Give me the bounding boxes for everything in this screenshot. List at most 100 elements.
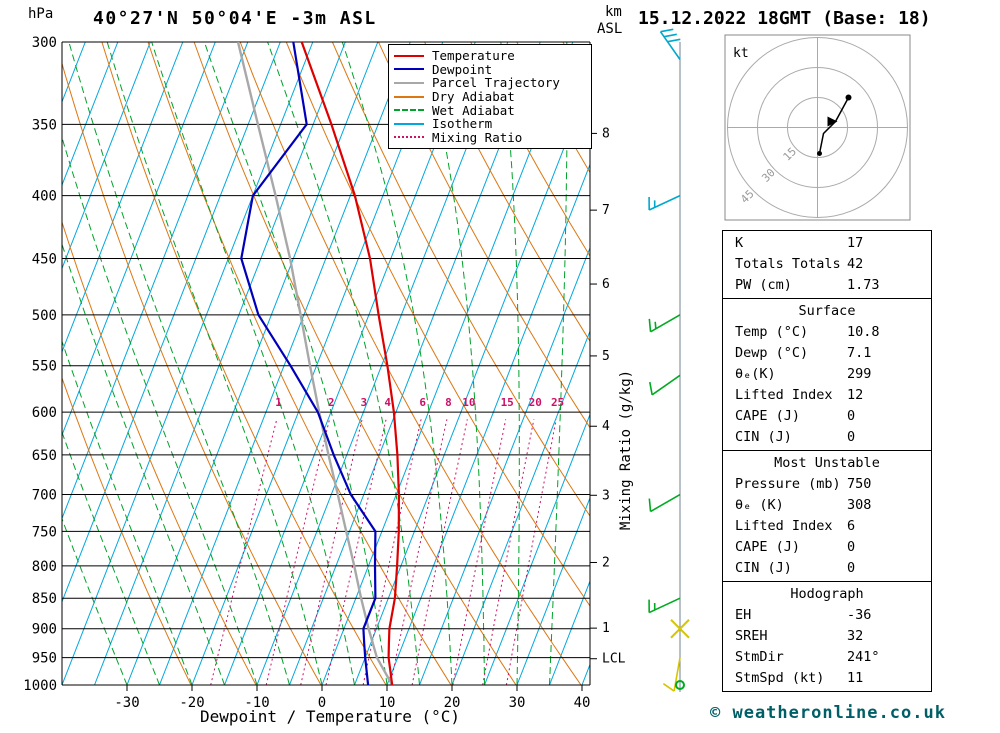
table-row: Totals Totals 42 [723,254,931,275]
legend-item: Temperature [394,48,586,64]
table-row-label: K [735,235,744,251]
table-row: CAPE (J) 0 [723,406,931,427]
svg-text:6: 6 [602,277,610,292]
table-row-label: EH [735,607,752,623]
table-row-label: Pressure (mb) [735,476,841,492]
legend-label: Wet Adiabat [432,102,515,118]
svg-text:4: 4 [602,419,610,434]
legend-label: Temperature [432,48,515,64]
pressure-unit-label: hPa [28,6,54,22]
table-row-value: -36 [847,607,872,623]
table-section-header: Hodograph [790,586,864,602]
svg-text:15: 15 [501,396,514,409]
svg-text:1000: 1000 [23,678,57,694]
svg-text:800: 800 [32,559,57,575]
svg-text:10: 10 [462,396,475,409]
pressure-gridlines: 300 350 400 450 500 550 600 650 700 750 800 850 900 9… [23,35,591,694]
legend-label: Dry Adiabat [432,89,515,105]
table-row-label: StmSpd (kt) [735,670,825,686]
svg-text:-10: -10 [244,695,269,711]
run-title: 15.12.2022 18GMT (Base: 18) [638,8,931,29]
table-row: Pressure (mb) 750 [723,474,931,495]
svg-text:600: 600 [32,405,57,421]
svg-text:-30: -30 [114,695,139,711]
svg-text:0: 0 [318,695,326,711]
table-row-label: CAPE (J) [735,408,801,424]
station-title: 40°27'N 50°04'E -3m ASL [93,8,377,29]
table-row-value: 7.1 [847,345,872,361]
table-row: SREH 32 [723,626,931,647]
svg-text:500: 500 [32,308,57,324]
table-row-value: 0 [847,539,856,555]
table-row: Dewp (°C) 7.1 [723,343,931,364]
table-row-label: θₑ (K) [735,497,784,513]
table-section: K 17 Totals Totals 42 PW (cm) 1.73 [722,230,932,299]
table-row-value: 0 [847,560,856,576]
svg-text:350: 350 [32,117,57,133]
table-row-label: Totals Totals [735,256,841,272]
svg-text:kt: kt [733,46,749,61]
svg-text:40: 40 [574,695,591,711]
svg-text:700: 700 [32,488,57,504]
svg-text:2: 2 [328,396,335,409]
svg-text:400: 400 [32,189,57,205]
table-section-header: Surface [798,303,856,319]
km-axis: 1 2 3 4 5 6 7 8 LCL Mixing Ratio (g/kg) [590,126,634,667]
svg-text:LCL: LCL [602,652,626,667]
svg-text:25: 25 [551,396,564,409]
table-row: Lifted Index 6 [723,516,931,537]
altitude-unit-asl: ASL [597,21,623,37]
table-row-value: 308 [847,497,872,513]
table-row-label: CIN (J) [735,429,792,445]
legend-item: Mixing Ratio [394,129,586,145]
legend-item: Parcel Trajectory [394,75,586,90]
svg-text:450: 450 [32,252,57,268]
table-row-value: 42 [847,256,864,272]
table-row-label: θₑ(K) [735,366,776,382]
legend-label: Mixing Ratio [432,129,523,145]
table-row: EH -36 [723,605,931,626]
parcel-trajectory-curve [236,42,394,685]
table-row-label: StmDir [735,649,784,665]
svg-text:-20: -20 [179,695,204,711]
legend-item: Wet Adiabat [394,102,586,118]
table-row-label: Temp (°C) [735,324,809,340]
table-row-label: CIN (J) [735,560,792,576]
legend-line-sample [394,122,424,125]
table-row-value: 10.8 [847,324,880,340]
svg-text:2: 2 [602,555,610,570]
table-row-value: 299 [847,366,872,382]
dewpoint-curve [240,42,377,685]
table-row-label: Lifted Index [735,518,833,534]
table-row-label: CAPE (J) [735,539,801,555]
table-row-value: 12 [847,387,864,403]
table-row-value: 6 [847,518,856,534]
svg-text:3: 3 [360,396,367,409]
table-row-value: 17 [847,235,864,251]
table-section: Surface Temp (°C) 10.8 Dewp (°C) 7.1 θₑ(K) 299… [722,298,932,451]
altitude-unit-km: km [605,4,622,20]
mixing-ratio-labels: 1 2 3 4 6 8 10 15 20 25 [275,396,564,409]
table-row-value: 32 [847,628,864,644]
copyright: © weatheronline.co.uk [710,703,946,723]
svg-text:300: 300 [32,35,57,51]
temp-axis: -30 -20 -10 0 10 20 30 40 Dewpoint / Temperature… [114,685,590,726]
table-row: PW (cm) 1.73 [723,275,931,296]
svg-text:8: 8 [445,396,452,409]
table-row: K 17 [723,233,931,254]
legend-item: Isotherm [394,116,586,131]
table-row-label: Dewp (°C) [735,345,809,361]
table-row: CIN (J) 0 [723,558,931,579]
svg-text:4: 4 [384,396,391,409]
svg-text:20: 20 [529,396,542,409]
table-row: CAPE (J) 0 [723,537,931,558]
table-row-value: 241° [847,649,880,665]
indices-table: K 17 Totals Totals 42 PW (cm) 1.73 Surface Temp… [722,230,932,692]
svg-text:10: 10 [379,695,396,711]
legend-item: Dewpoint [394,62,586,77]
table-row-value: 0 [847,429,856,445]
table-row: θₑ (K) 308 [723,495,931,516]
legend-line-sample [394,95,424,98]
